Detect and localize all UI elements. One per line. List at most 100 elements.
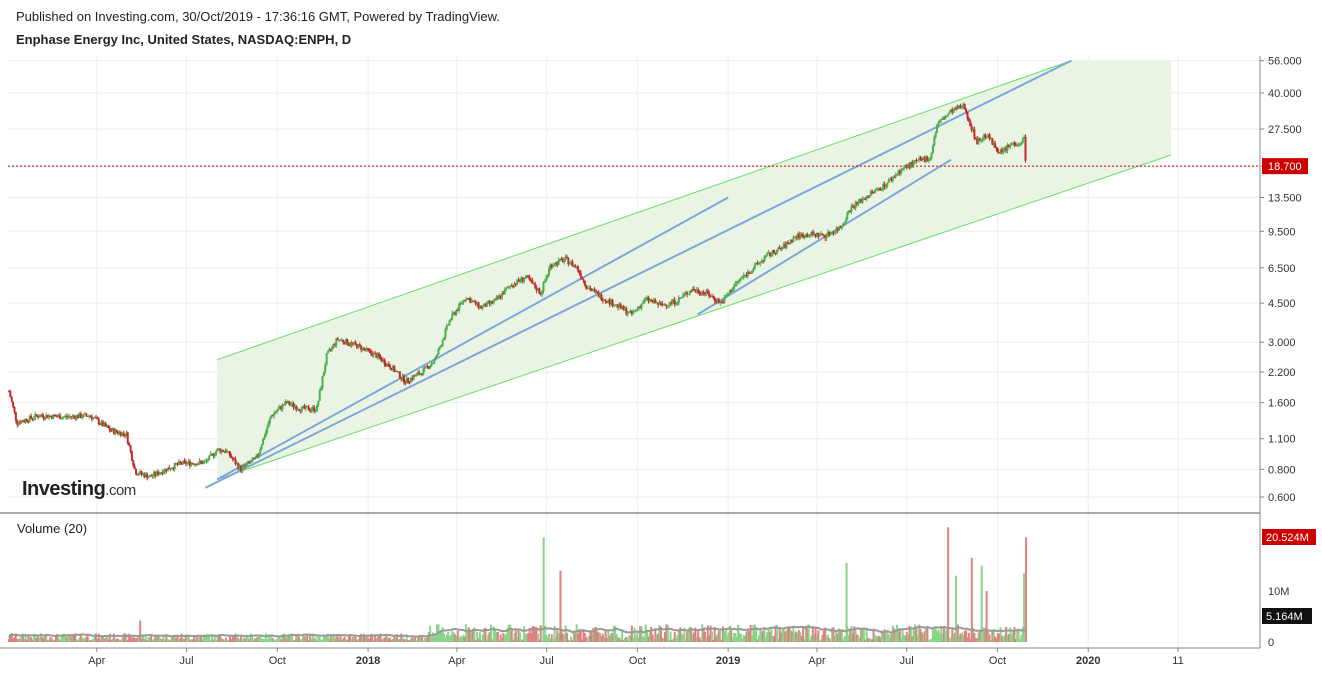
candle-body [441, 340, 444, 346]
candle-body [176, 464, 179, 466]
volume-bar [799, 632, 802, 642]
volume-bar [46, 640, 49, 642]
volume-bar [1018, 639, 1021, 642]
volume-bar [810, 635, 813, 642]
volume-bar [635, 635, 638, 642]
candle-body [829, 233, 832, 236]
volume-bar [543, 625, 546, 642]
volume-bar [570, 636, 573, 642]
volume-bar [505, 633, 508, 642]
volume-bar [648, 632, 651, 642]
volume-bar [980, 565, 983, 642]
candle-body [623, 308, 626, 311]
candle-body [810, 231, 813, 236]
candle-body [646, 297, 649, 299]
candle-body [858, 199, 861, 202]
candle-body [778, 247, 781, 249]
volume-bar [206, 635, 209, 642]
candle-body [901, 168, 904, 170]
volume-bar [165, 634, 168, 642]
candle-body [742, 275, 745, 278]
candle-body [289, 404, 292, 406]
volume-bar [534, 627, 537, 642]
volume-bar [662, 638, 665, 642]
volume-bar [821, 634, 824, 642]
candle-body [313, 407, 316, 412]
candle-body [353, 342, 356, 344]
volume-bar [137, 636, 140, 642]
candle-body [510, 285, 513, 287]
candle-body [659, 302, 662, 304]
volume-bar [119, 640, 122, 642]
candle-body [981, 138, 984, 141]
volume-bar [855, 634, 858, 642]
candle-body [933, 137, 936, 147]
candle-body [785, 242, 788, 248]
volume-bar [295, 635, 298, 642]
time-tick-label: 11 [1172, 655, 1183, 667]
candle-body [786, 242, 789, 244]
volume-bar [106, 636, 109, 642]
volume-bar [687, 628, 690, 642]
volume-bar [57, 637, 60, 642]
volume-bar [354, 636, 357, 642]
candle-body [762, 260, 765, 262]
candle-body [757, 263, 760, 265]
volume-bar [984, 627, 987, 642]
candle-body [380, 358, 383, 362]
volume-bar [325, 634, 328, 642]
candle-body [495, 297, 498, 300]
volume-label: Volume (20) [17, 521, 88, 536]
volume-bar [617, 637, 620, 642]
candle-body [806, 234, 809, 237]
volume-bar [590, 630, 593, 642]
volume-bar [270, 634, 273, 642]
candle-body [672, 299, 675, 303]
candle-body [487, 301, 490, 303]
candle-body [564, 256, 567, 260]
candle-body [824, 235, 827, 239]
volume-bar [813, 633, 816, 642]
candle-body [159, 472, 162, 474]
candle-body [165, 468, 168, 472]
candle-body [182, 460, 185, 465]
candle-body [528, 277, 531, 281]
candle-body [93, 417, 96, 419]
volume-bar [182, 638, 185, 642]
candle-body [296, 409, 299, 411]
volume-bar [219, 634, 222, 642]
volume-bar [727, 632, 730, 642]
candle-body [531, 280, 534, 284]
candle-body [136, 474, 139, 476]
candle-body [425, 365, 428, 367]
candle-body [809, 235, 812, 237]
candle-body [581, 277, 584, 280]
candle-body [749, 272, 752, 274]
volume-bar [292, 640, 295, 642]
candle-body [980, 140, 983, 142]
candle-body [344, 339, 347, 345]
candle-body [657, 302, 660, 305]
volume-bar [36, 635, 39, 642]
volume-bar [342, 638, 345, 642]
candle-body [617, 304, 620, 308]
candle-body [393, 366, 396, 372]
candle-body [376, 353, 379, 358]
volume-bar [93, 635, 96, 642]
volume-bar [35, 637, 38, 642]
candle-body [114, 429, 117, 434]
candle-body [57, 415, 60, 417]
volume-bar [427, 632, 430, 642]
candle-body [175, 463, 178, 465]
volume-bar [1021, 627, 1024, 642]
candle-body [604, 300, 607, 302]
volume-bar [867, 638, 870, 642]
volume-bar [48, 639, 51, 642]
candle-body [408, 381, 411, 383]
volume-bar [873, 634, 876, 642]
volume-bar [385, 634, 388, 642]
candle-body [904, 165, 907, 168]
volume-bar [854, 627, 857, 642]
volume-bar [890, 632, 893, 642]
